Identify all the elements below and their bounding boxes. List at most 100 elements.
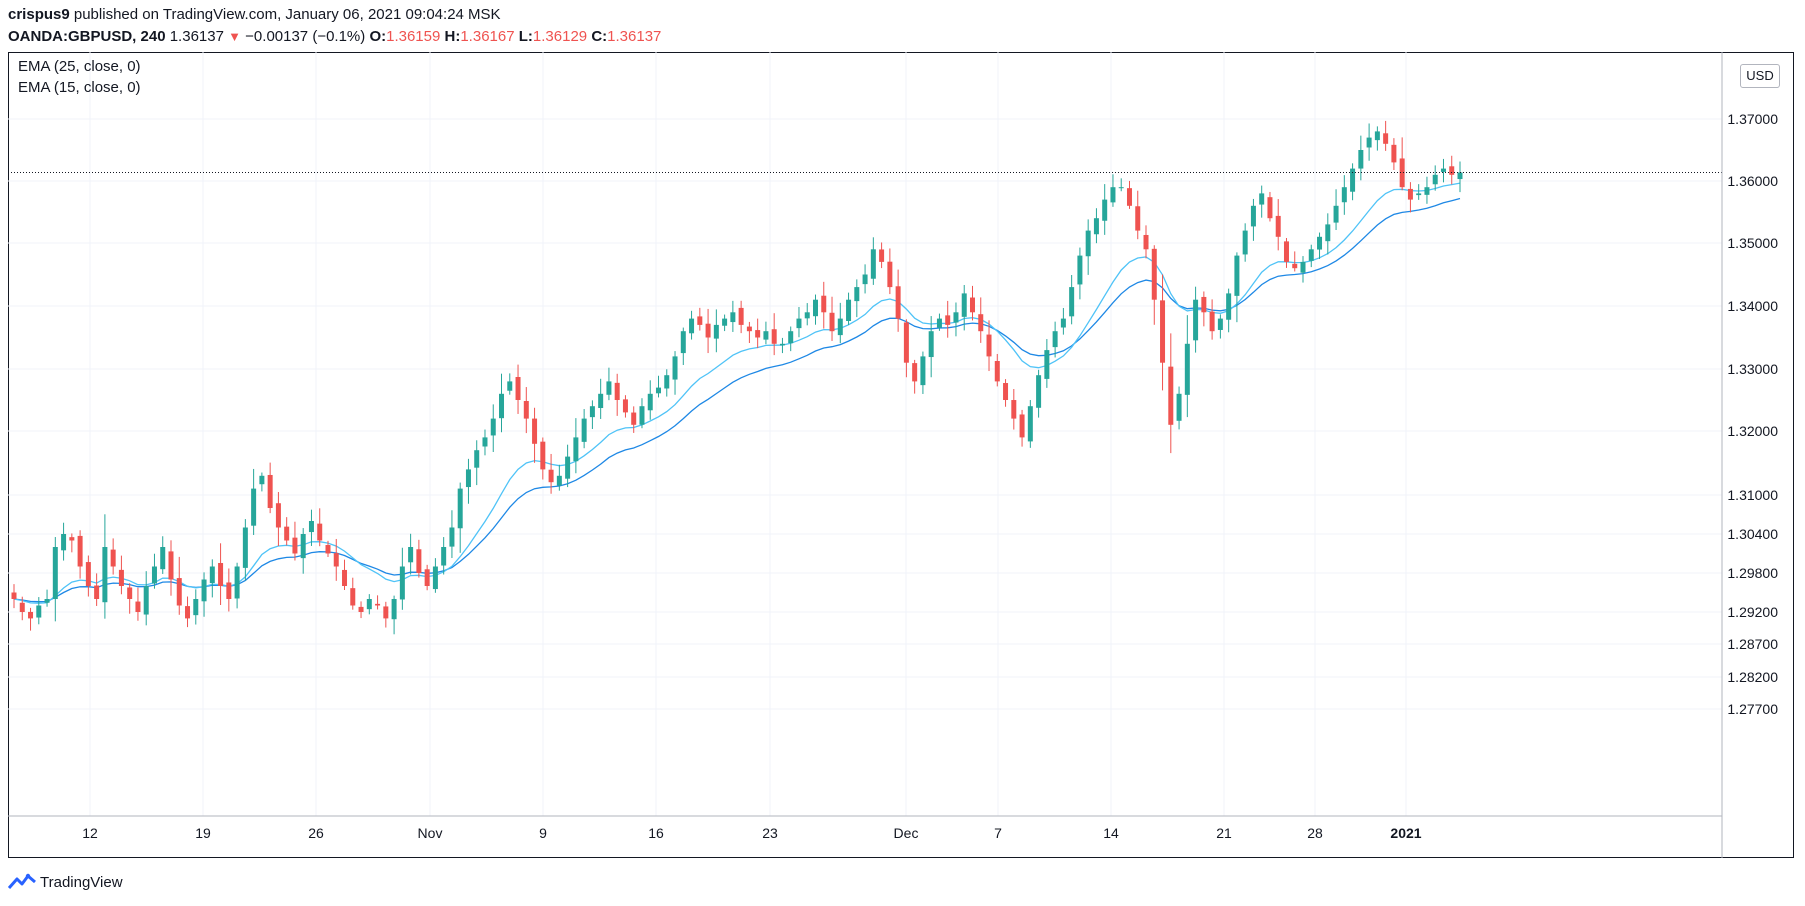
x-tick-label: 21 (1216, 825, 1232, 841)
x-tick-label: 23 (762, 825, 778, 841)
candle (408, 533, 414, 575)
close-label: C: (591, 28, 608, 45)
candle (622, 395, 628, 418)
candle (1019, 409, 1025, 447)
candle (416, 539, 422, 578)
y-tick-label: 1.27700 (1727, 701, 1778, 717)
candle (573, 418, 579, 474)
candle (342, 559, 348, 590)
candle (1027, 400, 1033, 448)
candle (391, 595, 397, 635)
symbol-ohlc-line: OANDA:GBPUSD, 240 1.36137 ▼ −0.00137 (−0… (8, 28, 662, 45)
candle (118, 555, 124, 595)
candle (292, 521, 298, 561)
candle (102, 514, 108, 619)
candle (151, 553, 157, 589)
x-tick-label: 19 (195, 825, 211, 841)
y-tick-label: 1.28700 (1727, 636, 1778, 652)
candle (1168, 333, 1174, 454)
candle (730, 300, 736, 332)
candle (325, 540, 331, 557)
x-tick-label: 26 (308, 825, 324, 841)
candle (284, 517, 290, 546)
candle (804, 303, 810, 326)
candle (1292, 251, 1298, 272)
price-chart[interactable]: 1.37000 1.36000 1.35000 1.34000 1.33000 1.320… (8, 52, 1794, 858)
published-text: published on TradingView.com, January 06… (73, 6, 501, 23)
candle (1424, 176, 1430, 204)
candle (1217, 314, 1223, 339)
candle (713, 309, 719, 353)
symbol-name[interactable]: OANDA:GBPUSD (8, 28, 133, 45)
candle (961, 285, 967, 331)
x-tick-label: 14 (1103, 825, 1119, 841)
interval-label: 240 (140, 28, 166, 45)
candle (366, 594, 372, 615)
candle (1300, 256, 1306, 283)
candle (895, 269, 901, 332)
candle (432, 558, 438, 593)
footer-brand[interactable]: TradingView (8, 870, 123, 894)
x-tick-label: Nov (418, 825, 443, 841)
candle (837, 302, 843, 344)
candle (375, 595, 381, 610)
candle (953, 302, 959, 337)
candle (1077, 247, 1083, 300)
candle (1350, 163, 1356, 201)
publisher-username[interactable]: crispus9 (8, 6, 70, 23)
candle (457, 482, 463, 553)
candle (887, 248, 893, 295)
candle (697, 307, 703, 331)
candle (399, 547, 405, 610)
candle (1069, 274, 1075, 325)
candle (1366, 123, 1372, 161)
candle (176, 556, 182, 615)
candle (862, 264, 868, 294)
candle (920, 351, 926, 394)
candle (1060, 307, 1066, 335)
candle (1102, 184, 1108, 235)
indicator-ema-25[interactable]: EMA (25, close, 0) (18, 58, 141, 75)
candle (1143, 225, 1149, 259)
x-tick-label: Dec (894, 825, 919, 841)
candle (110, 538, 116, 575)
candle (1011, 389, 1017, 430)
candle (1118, 178, 1124, 192)
candle (928, 316, 934, 378)
candle (969, 285, 975, 321)
candle (507, 373, 513, 395)
candle (424, 564, 430, 591)
low-label: L: (518, 28, 533, 45)
candle (664, 369, 670, 397)
indicator-ema-15[interactable]: EMA (15, close, 0) (18, 79, 141, 96)
candle (19, 596, 25, 621)
currency-badge[interactable]: USD (1740, 64, 1780, 88)
candle (275, 492, 281, 547)
candle (226, 568, 232, 612)
candle (1234, 252, 1240, 323)
candle (201, 572, 207, 617)
candle (242, 519, 248, 581)
candle (656, 375, 662, 398)
candle (1110, 174, 1116, 207)
x-tick-label: 16 (648, 825, 664, 841)
publish-info: crispus9 published on TradingView.com, J… (8, 6, 501, 23)
candle (548, 453, 554, 494)
candle (259, 472, 265, 492)
candle (1325, 213, 1331, 255)
candle (267, 462, 273, 514)
close-value: 1.36137 (607, 28, 662, 45)
candle (746, 321, 752, 344)
y-tick-label: 1.32000 (1727, 423, 1778, 439)
tradingview-brand-text: TradingView (40, 873, 123, 891)
candle (1160, 274, 1166, 391)
candle (771, 313, 777, 356)
candle (523, 387, 529, 434)
candle (532, 407, 538, 463)
y-tick-label: 1.36000 (1727, 173, 1778, 189)
candle (69, 533, 75, 553)
candle (738, 300, 744, 334)
candle (912, 359, 918, 394)
candle (1036, 369, 1042, 418)
candle (36, 597, 42, 625)
